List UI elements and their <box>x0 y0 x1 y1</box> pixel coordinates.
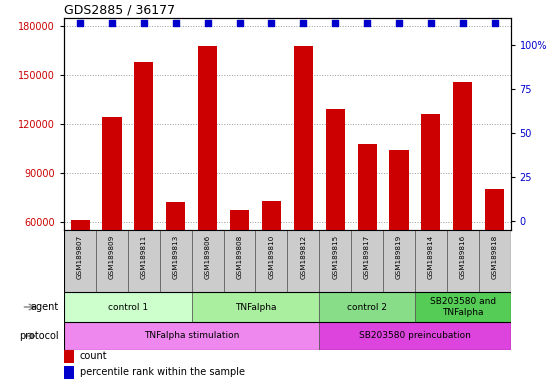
Point <box>458 20 467 26</box>
Text: GSM189815: GSM189815 <box>332 235 338 279</box>
Bar <box>256 230 287 292</box>
Text: GDS2885 / 36177: GDS2885 / 36177 <box>64 4 175 17</box>
Text: control 2: control 2 <box>347 303 387 311</box>
Point <box>76 20 85 26</box>
Bar <box>415 230 447 292</box>
Bar <box>198 46 217 320</box>
Text: GSM189812: GSM189812 <box>300 235 306 279</box>
Text: protocol: protocol <box>19 331 59 341</box>
Text: GSM189807: GSM189807 <box>77 235 83 279</box>
Bar <box>421 114 440 320</box>
Point <box>331 20 340 26</box>
Point <box>235 20 244 26</box>
Bar <box>70 220 90 320</box>
Bar <box>319 322 511 350</box>
Point <box>363 20 372 26</box>
Text: GSM189810: GSM189810 <box>268 235 275 279</box>
Bar <box>351 230 383 292</box>
Text: GSM189808: GSM189808 <box>237 235 243 279</box>
Point <box>299 20 308 26</box>
Text: GSM189809: GSM189809 <box>109 235 115 279</box>
Bar <box>64 366 74 379</box>
Bar <box>64 322 319 350</box>
Bar <box>230 210 249 320</box>
Bar <box>447 230 479 292</box>
Bar <box>96 230 128 292</box>
Text: GSM189813: GSM189813 <box>173 235 179 279</box>
Point <box>108 20 117 26</box>
Bar <box>485 189 504 320</box>
Bar <box>103 118 122 320</box>
Bar <box>287 230 319 292</box>
Bar <box>262 201 281 320</box>
Bar <box>64 230 96 292</box>
Bar <box>453 82 472 320</box>
Bar <box>319 230 351 292</box>
Point <box>140 20 148 26</box>
Bar <box>415 292 511 322</box>
Text: control 1: control 1 <box>108 303 148 311</box>
Point <box>267 20 276 26</box>
Bar <box>192 292 319 322</box>
Bar <box>326 109 345 320</box>
Text: agent: agent <box>30 302 59 312</box>
Bar <box>192 230 224 292</box>
Bar <box>64 292 192 322</box>
Text: TNFalpha: TNFalpha <box>235 303 276 311</box>
Bar <box>383 230 415 292</box>
Bar <box>134 62 153 320</box>
Bar <box>319 292 415 322</box>
Text: SB203580 preincubation: SB203580 preincubation <box>359 331 471 341</box>
Text: GSM189811: GSM189811 <box>141 235 147 279</box>
Bar <box>224 230 256 292</box>
Bar <box>389 150 408 320</box>
Text: SB203580 and
TNFalpha: SB203580 and TNFalpha <box>430 297 496 317</box>
Bar <box>358 144 377 320</box>
Text: count: count <box>80 351 108 361</box>
Bar <box>64 350 74 362</box>
Point <box>490 20 499 26</box>
Text: GSM189818: GSM189818 <box>492 235 498 279</box>
Text: GSM189816: GSM189816 <box>460 235 466 279</box>
Bar <box>294 46 313 320</box>
Point <box>395 20 403 26</box>
Text: GSM189817: GSM189817 <box>364 235 370 279</box>
Text: GSM189814: GSM189814 <box>428 235 434 279</box>
Text: TNFalpha stimulation: TNFalpha stimulation <box>144 331 239 341</box>
Text: percentile rank within the sample: percentile rank within the sample <box>80 367 245 377</box>
Text: GSM189819: GSM189819 <box>396 235 402 279</box>
Bar <box>160 230 192 292</box>
Bar <box>128 230 160 292</box>
Bar <box>479 230 511 292</box>
Point <box>426 20 435 26</box>
Bar <box>166 202 185 320</box>
Text: GSM189806: GSM189806 <box>205 235 211 279</box>
Point <box>203 20 212 26</box>
Point <box>171 20 180 26</box>
